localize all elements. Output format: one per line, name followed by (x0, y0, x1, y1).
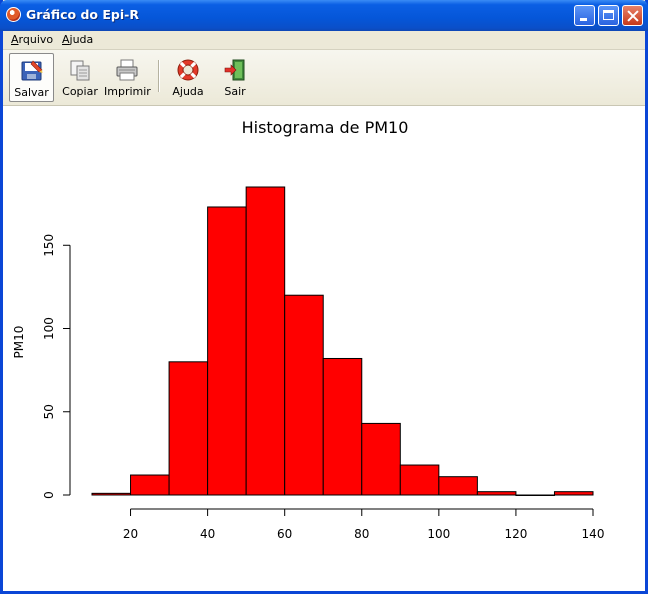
sair-label: Sair (224, 85, 246, 98)
lifebuoy-icon (177, 59, 199, 81)
x-tick-label-20: 20 (123, 527, 138, 541)
histogram-bar-5 (284, 294, 324, 496)
y-tick-label-0: 0 (42, 491, 56, 499)
salvar-label: Salvar (14, 86, 49, 99)
x-tick-label-140: 140 (582, 527, 605, 541)
toolbar: Salvar Copiar Imprimir (3, 50, 645, 106)
exit-door-icon (224, 59, 245, 81)
histogram-bar-3 (207, 206, 247, 496)
menu-ajuda[interactable]: Ajuda (62, 33, 93, 46)
histogram-bar-9 (438, 476, 478, 496)
menu-arquivo[interactable]: Arquivo (11, 33, 53, 46)
close-button[interactable] (622, 5, 643, 26)
menu-arquivo-rest: rquivo (18, 33, 54, 46)
copiar-label: Copiar (62, 85, 98, 98)
y-tick-label-100: 100 (42, 317, 56, 340)
y-tick-label-50: 50 (42, 404, 56, 419)
printer-icon (116, 59, 138, 81)
salvar-button[interactable]: Salvar (9, 53, 54, 102)
histogram-bar-4 (245, 186, 286, 496)
imprimir-label: Imprimir (104, 85, 151, 98)
chart-title: Histograma de PM10 (242, 118, 409, 137)
menu-ajuda-accel: A (62, 33, 70, 46)
title-bar[interactable]: Gráfico do Epi-R (0, 0, 648, 31)
histogram-bar-12 (553, 491, 594, 496)
maximize-button[interactable] (598, 5, 619, 26)
histogram-bar-1 (130, 474, 170, 496)
histogram-bar-6 (322, 357, 363, 496)
histogram-chart: Histograma de PM10 20 40 60 80 100 120 140 0 50 10… (12, 118, 605, 541)
x-tick-label-60: 60 (277, 527, 292, 541)
floppy-disk-icon (21, 60, 42, 81)
window-title: Gráfico do Epi-R (26, 7, 139, 22)
histogram-bar-7 (361, 422, 401, 496)
menu-ajuda-rest: juda (69, 33, 94, 46)
x-tick-label-120: 120 (504, 527, 527, 541)
histogram-bar-2 (168, 361, 209, 496)
y-tick-label-150: 150 (42, 234, 56, 257)
plot-area: Histograma de PM10 20 40 60 80 100 120 140 0 50 10… (3, 106, 645, 591)
histogram-bar-11 (515, 494, 555, 496)
menu-bar: Arquivo Ajuda (3, 31, 645, 50)
x-tick-label-40: 40 (200, 527, 215, 541)
sair-button[interactable]: Sair (213, 53, 257, 100)
ajuda-label: Ajuda (172, 85, 204, 98)
menu-arquivo-accel: A (11, 33, 19, 46)
ajuda-button[interactable]: Ajuda (166, 53, 210, 100)
histogram-bar-0 (91, 492, 132, 496)
minimize-button[interactable] (574, 5, 595, 26)
y-axis-label: PM10 (12, 326, 26, 359)
x-tick-label-100: 100 (427, 527, 450, 541)
histogram-bar-8 (399, 464, 440, 496)
copy-icon (70, 60, 90, 81)
app-icon[interactable] (6, 7, 21, 22)
histogram-bar-10 (476, 491, 517, 496)
copiar-button[interactable]: Copiar (58, 53, 102, 100)
imprimir-button[interactable]: Imprimir (104, 53, 151, 100)
x-tick-label-80: 80 (354, 527, 369, 541)
toolbar-separator (158, 60, 160, 92)
